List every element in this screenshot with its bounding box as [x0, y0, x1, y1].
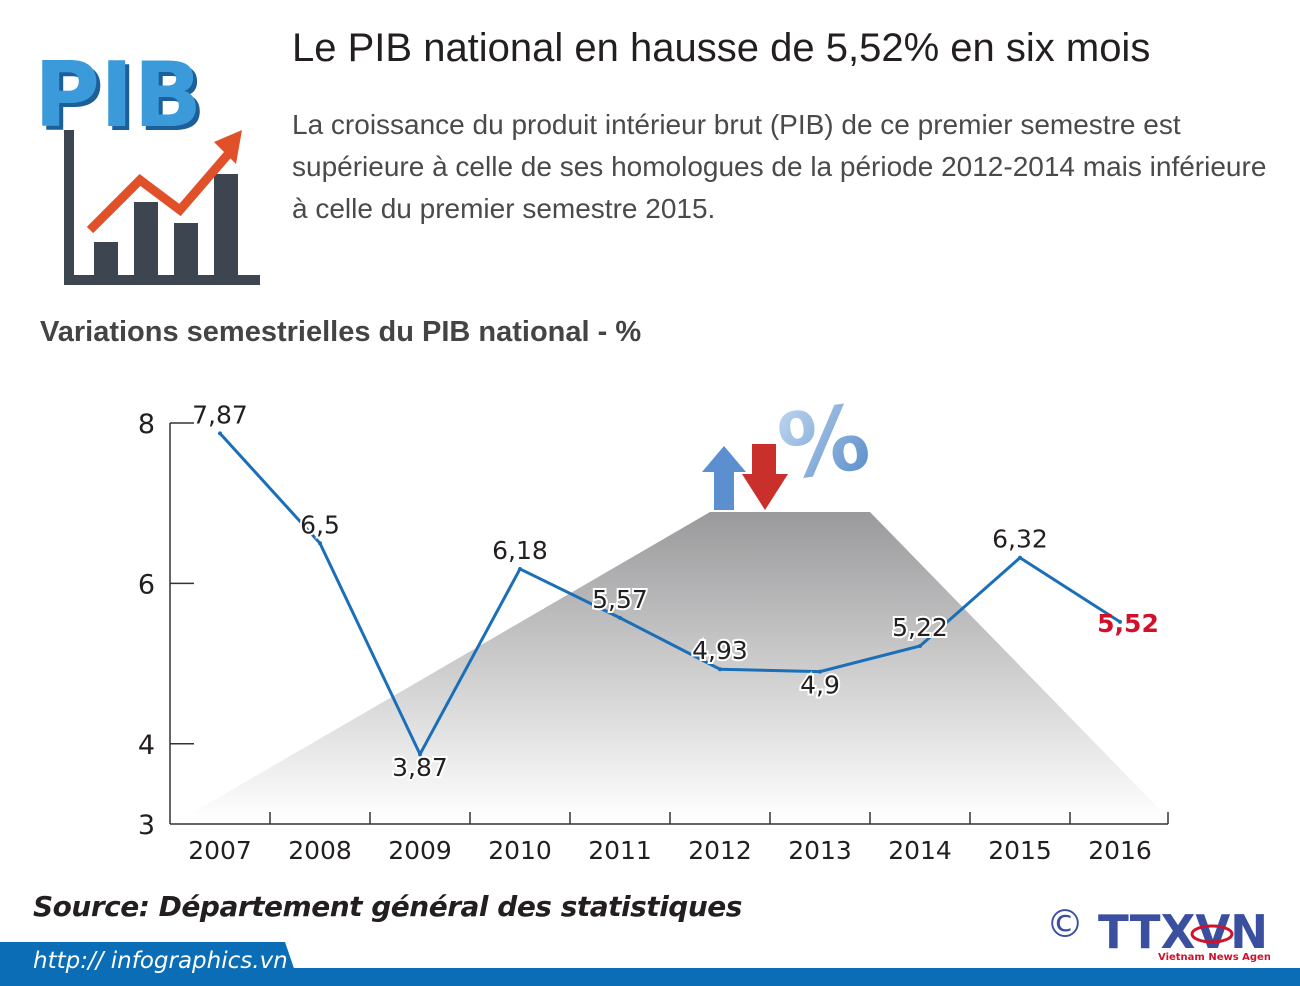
y-tick-label: 3	[138, 810, 155, 841]
data-label: 6,32	[992, 525, 1048, 554]
data-label: 3,87	[392, 753, 448, 782]
data-label: 4,9	[800, 671, 840, 700]
data-label: 5,22	[892, 613, 948, 642]
data-point	[418, 752, 422, 757]
data-point	[818, 669, 822, 674]
data-point	[918, 643, 922, 648]
data-point	[718, 667, 722, 672]
x-tick-label: 2016	[1088, 836, 1152, 865]
data-label: 5,52	[1097, 609, 1159, 638]
data-point	[518, 566, 522, 571]
copyright-icon: ©	[1046, 902, 1084, 946]
data-point	[1018, 555, 1022, 560]
x-tick-label: 2008	[288, 836, 352, 865]
data-point	[318, 541, 322, 546]
line-chart: % 3 4 6 8 2007 2008 2009 2010 2011 2012 2013 2014 20…	[138, 385, 1170, 865]
data-point	[218, 431, 222, 436]
growth-arrow-icon	[86, 149, 234, 234]
source-note: Source: Département général des statisti…	[33, 890, 742, 923]
chart-title: Variations semestrielles du PIB national…	[40, 316, 642, 348]
y-tick-label: 4	[138, 730, 155, 761]
x-tick-label: 2012	[688, 836, 752, 865]
x-tick-label: 2007	[188, 836, 252, 865]
footer-bar	[0, 968, 1300, 986]
data-line	[218, 432, 1121, 758]
x-tick-label: 2013	[788, 836, 852, 865]
website-link[interactable]: http:// infographics.vn	[33, 948, 288, 974]
svg-text:TTXVN: TTXVN	[1098, 905, 1268, 959]
x-tick-label: 2009	[388, 836, 452, 865]
y-tick-label: 6	[138, 569, 155, 600]
x-tick-label: 2014	[888, 836, 952, 865]
svg-text:%: %	[772, 385, 876, 502]
y-tick-label: 8	[138, 409, 155, 440]
data-label: 4,93	[692, 636, 748, 665]
x-tick-label: 2015	[988, 836, 1052, 865]
data-label: 6,18	[492, 536, 548, 565]
x-tick-label: 2011	[588, 836, 652, 865]
footer-tab	[0, 942, 300, 986]
data-label: 6,5	[300, 510, 340, 539]
data-label: 7,87	[192, 400, 248, 429]
bar-chart-icon	[64, 130, 260, 285]
logo-text: PIB	[34, 43, 202, 148]
data-point	[1118, 619, 1122, 624]
x-tick-label: 2010	[488, 836, 552, 865]
svg-text:Vietnam News Agency: Vietnam News Agency	[1158, 952, 1270, 962]
data-label: 5,57	[592, 585, 648, 614]
data-point	[618, 615, 622, 620]
ttxvn-logo: TTXVN Vietnam News Agency	[1098, 905, 1270, 962]
pib-logo: PIB	[34, 43, 260, 285]
page-subtitle: La croissance du produit intérieur brut …	[292, 109, 1267, 224]
percent-decoration-icon: %	[702, 385, 876, 510]
page-title: Le PIB national en hausse de 5,52% en si…	[292, 26, 1151, 70]
